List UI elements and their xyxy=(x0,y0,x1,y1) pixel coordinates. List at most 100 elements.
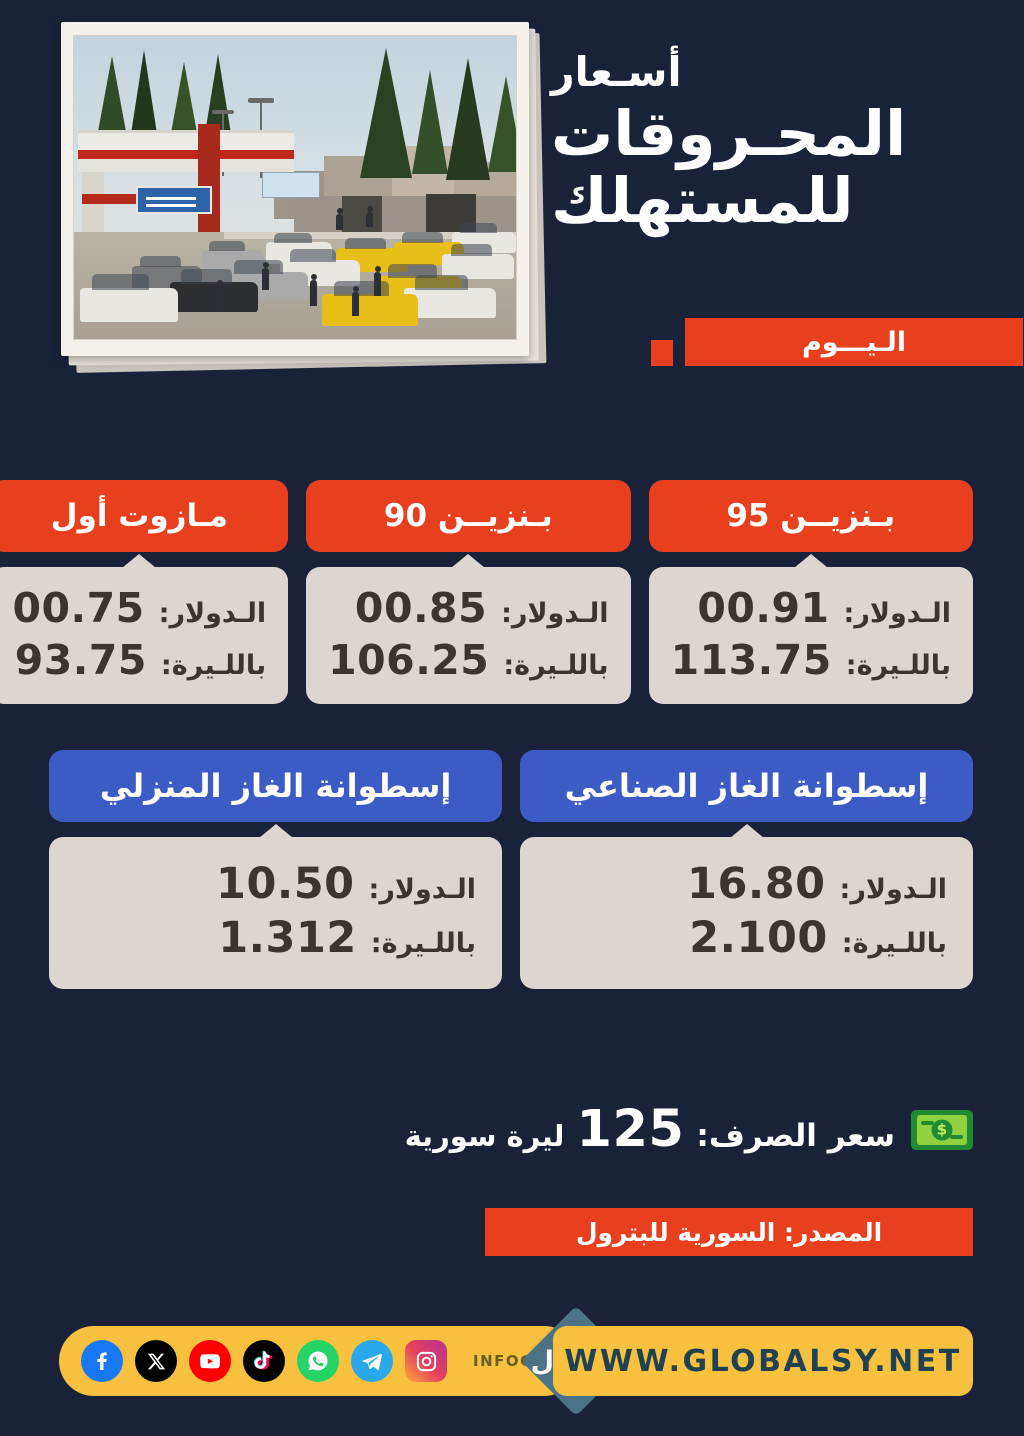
card-notch xyxy=(452,554,487,568)
instagram-icon[interactable] xyxy=(406,1340,448,1382)
card-header: إسطوانة الغاز المنزلي xyxy=(50,750,503,822)
fuel-cards-row: بـنزيــن 95 الـدولار: 00.91 باللـيرة: 11… xyxy=(0,480,974,704)
footer-website-bar[interactable]: WWW.GLOBALSY.NET xyxy=(554,1326,974,1396)
exchange-rate-text: سعر الصرف: 125 ليرة سورية xyxy=(406,1100,896,1159)
card-header: بـنزيــن 90 xyxy=(307,480,632,552)
price-row-dollar: الـدولار: 10.50 xyxy=(76,859,477,909)
lira-label: باللـيرة: xyxy=(842,928,948,959)
dollar-value: 00.85 xyxy=(355,584,489,632)
lira-label: باللـيرة: xyxy=(504,650,610,681)
dollar-label: الـدولار: xyxy=(369,874,477,905)
photo-person xyxy=(263,262,270,290)
lira-value: 93.75 xyxy=(15,636,148,684)
title-kicker: أسـعار xyxy=(552,48,683,96)
title-line-2: للمستهلك xyxy=(552,163,855,237)
lira-value: 106.25 xyxy=(329,636,491,684)
dollar-label: الـدولار: xyxy=(502,598,610,629)
photo-tree xyxy=(361,48,413,178)
price-row-dollar: الـدولار: 16.80 xyxy=(547,859,948,909)
price-row-lira: باللـيرة: 2.100 xyxy=(547,913,948,963)
banknote-dash xyxy=(951,1134,964,1139)
card-body: الـدولار: 16.80 باللـيرة: 2.100 xyxy=(521,824,974,989)
card-notch xyxy=(123,554,158,568)
source-badge: المصدر: السورية للبترول xyxy=(486,1208,974,1256)
card-title: مـازوت أول xyxy=(51,498,229,534)
tiktok-icon[interactable] xyxy=(244,1340,286,1382)
photo-car xyxy=(171,269,259,312)
price-row-lira: باللـيرة: 113.75 xyxy=(672,636,952,684)
photo-person xyxy=(353,286,360,316)
card-header: إسطوانة الغاز الصناعي xyxy=(521,750,974,822)
lira-label: باللـيرة: xyxy=(161,650,268,681)
card-title: إسطوانة الغاز المنزلي xyxy=(100,767,453,805)
photo-billboard xyxy=(263,172,321,198)
price-row-lira: باللـيرة: 93.75 xyxy=(13,636,267,684)
card-header: بـنزيــن 95 xyxy=(649,480,974,552)
dollar-value: 00.91 xyxy=(698,584,831,632)
photo-canopy-stripe xyxy=(79,150,295,159)
photo-canopy-lower xyxy=(79,159,295,172)
card-title: بـنزيــن 90 xyxy=(384,498,554,534)
card-body: الـدولار: 00.85 باللـيرة: 106.25 xyxy=(307,554,632,704)
dollar-value: 16.80 xyxy=(688,859,827,909)
price-row-lira: باللـيرة: 1.312 xyxy=(76,913,477,963)
website-url: WWW.GLOBALSY.NET xyxy=(565,1343,963,1379)
photo-frame xyxy=(62,22,530,356)
photo-station-canopy xyxy=(79,130,295,150)
photo-pillar-stripe xyxy=(83,194,143,204)
title-line-1: المحـروقات xyxy=(552,97,908,170)
exchange-rate-unit: ليرة سورية xyxy=(405,1119,566,1153)
fuel-card-benzine-90: بـنزيــن 90 الـدولار: 00.85 باللـيرة: 10… xyxy=(307,480,632,704)
whatsapp-icon[interactable] xyxy=(298,1340,340,1382)
lira-label: باللـيرة: xyxy=(846,650,952,681)
youtube-icon[interactable] xyxy=(190,1340,232,1382)
photo-person xyxy=(217,280,224,312)
dollar-sign-glyph: $ xyxy=(932,1119,954,1140)
dollar-value: 10.50 xyxy=(217,859,356,909)
card-notch xyxy=(730,824,765,838)
money-banknote-icon: $ xyxy=(912,1109,974,1150)
gas-card-industrial: إسطوانة الغاز الصناعي الـدولار: 16.80 با… xyxy=(521,750,974,989)
card-title: إسطوانة الغاز الصناعي xyxy=(565,767,930,805)
exchange-rate-value: 125 xyxy=(577,1100,686,1159)
photo-person xyxy=(375,266,382,296)
dollar-label: الـدولار: xyxy=(844,598,952,629)
photo-tree xyxy=(413,70,449,174)
dollar-label: الـدولار: xyxy=(159,598,268,629)
photo-car xyxy=(443,243,515,279)
telegram-icon[interactable] xyxy=(352,1340,394,1382)
photo-tree xyxy=(447,58,491,180)
photo-curb xyxy=(225,232,517,239)
gas-station-photo xyxy=(74,35,518,340)
card-header: مـازوت أول xyxy=(0,480,290,552)
x-twitter-icon[interactable] xyxy=(136,1340,178,1382)
lira-value: 113.75 xyxy=(671,636,833,684)
dollar-label: الـدولار: xyxy=(840,874,948,905)
photo-person xyxy=(367,206,374,227)
lira-value: 2.100 xyxy=(690,913,829,963)
page-title: أسـعار المحـروقات للمستهلك xyxy=(552,52,972,235)
photo-person xyxy=(337,208,344,230)
card-title: بـنزيــن 95 xyxy=(727,498,897,534)
today-badge-row: الـيـــوم xyxy=(0,318,1024,370)
footer-social-bar: INFOGRAPHIC xyxy=(60,1326,606,1396)
price-row-dollar: الـدولار: 00.75 xyxy=(13,584,267,632)
today-badge: الـيـــوم xyxy=(686,318,1024,366)
header-section: أسـعار المحـروقات للمستهلك الـيـــوم xyxy=(0,0,1024,400)
fuel-card-benzine-95: بـنزيــن 95 الـدولار: 00.91 باللـيرة: 11… xyxy=(649,480,974,704)
dollar-value: 00.75 xyxy=(13,584,146,632)
lira-label: باللـيرة: xyxy=(371,928,477,959)
today-badge-label: الـيـــوم xyxy=(802,326,908,358)
photo-station-sign xyxy=(137,186,213,214)
today-accent-square xyxy=(652,340,674,366)
photo-car xyxy=(81,273,179,322)
fuel-card-mazot-awal: مـازوت أول الـدولار: 00.75 باللـيرة: 93.… xyxy=(0,480,290,704)
facebook-icon[interactable] xyxy=(82,1340,124,1382)
card-notch xyxy=(794,554,829,568)
hero-photo xyxy=(62,22,554,374)
exchange-rate-row: $ سعر الصرف: 125 ليرة سورية xyxy=(50,1100,974,1159)
gas-card-domestic: إسطوانة الغاز المنزلي الـدولار: 10.50 با… xyxy=(50,750,503,989)
banknote-dash xyxy=(922,1120,935,1125)
card-notch xyxy=(259,824,294,838)
